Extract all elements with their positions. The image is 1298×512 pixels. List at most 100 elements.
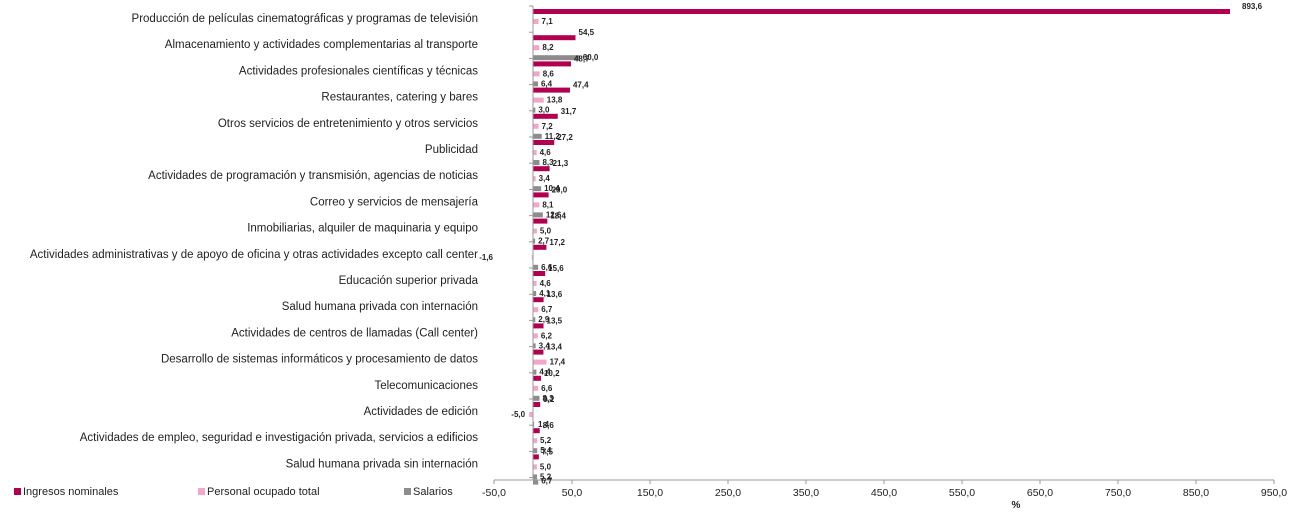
bar-ingresos-nominales	[533, 402, 541, 407]
x-tick-label: 850,0	[1183, 487, 1209, 499]
data-label: 13,5	[547, 316, 563, 325]
bar-ingresos-nominales	[533, 140, 555, 145]
data-label: -5,0	[511, 410, 525, 419]
bar-salarios	[533, 479, 539, 485]
bar-personal-ocupado-total	[533, 123, 539, 129]
data-label: 10,2	[544, 369, 560, 378]
data-label: 6,2	[541, 331, 553, 340]
bar-personal-ocupado-total	[531, 254, 533, 260]
x-tick-label: 750,0	[1105, 487, 1131, 499]
data-label: 5,4	[540, 446, 552, 455]
data-label: 2,7	[538, 237, 550, 246]
category-label: Actividades de empleo, seguridad e inves…	[80, 432, 478, 444]
category-label: Correo y servicios de mensajería	[310, 196, 479, 208]
x-tick-label: -50,0	[482, 487, 506, 499]
bar-personal-ocupado-total	[533, 281, 537, 286]
x-tick-label: 150,0	[637, 487, 663, 499]
category-label: Actividades de programación y transmisió…	[148, 170, 478, 182]
data-label: 8,6	[543, 69, 555, 78]
data-label: 15,6	[548, 264, 564, 273]
bar-personal-ocupado-total	[533, 385, 539, 391]
data-label: 8,6	[543, 421, 555, 430]
bar-salarios	[533, 422, 535, 427]
category-label: Actividades de edición	[364, 406, 478, 418]
legend-label: Personal ocupado total	[207, 486, 320, 498]
bar-salarios	[533, 474, 538, 480]
bar-salarios	[533, 448, 538, 454]
bar-personal-ocupado-total	[529, 412, 533, 417]
data-label: 13,8	[547, 96, 563, 105]
x-tick-label: 350,0	[793, 487, 819, 499]
bar-personal-ocupado-total	[533, 150, 537, 155]
bar-salarios	[533, 133, 542, 139]
bar-salarios	[533, 264, 539, 270]
data-label: 13,6	[547, 290, 563, 299]
data-label: 5,0	[540, 462, 552, 471]
data-label: 4,6	[540, 148, 552, 157]
bar-personal-ocupado-total	[533, 176, 536, 182]
bar-ingresos-nominales	[533, 375, 541, 381]
bar-salarios	[533, 186, 542, 192]
bar-personal-ocupado-total	[533, 97, 544, 103]
category-label: Salud humana privada sin internación	[286, 458, 478, 470]
x-tick-label: 550,0	[949, 487, 975, 499]
bar-ingresos-nominales	[533, 218, 548, 224]
data-label: 8,3	[542, 158, 554, 167]
data-label: 20,0	[552, 185, 568, 194]
legend-label: Ingresos nominales	[23, 486, 119, 498]
x-tick-label: 950,0	[1261, 487, 1287, 499]
bar-salarios	[533, 369, 537, 375]
bar-ingresos-nominales	[533, 297, 544, 303]
data-label: 48,7	[574, 54, 590, 63]
bar-ingresos-nominales	[533, 113, 558, 119]
data-label: 8,3	[542, 394, 554, 403]
bars-group	[529, 9, 1231, 485]
data-label: 893,6	[1242, 2, 1263, 11]
bar-salarios	[533, 107, 536, 113]
x-tick-label: 50,0	[562, 487, 583, 499]
x-tick-label: 450,0	[871, 487, 897, 499]
bar-personal-ocupado-total	[533, 333, 538, 339]
category-label: Salud humana privada con internación	[282, 301, 478, 313]
bar-salarios	[533, 317, 536, 323]
bar-ingresos-nominales	[533, 454, 539, 460]
bar-personal-ocupado-total	[533, 359, 547, 365]
legend-swatch	[198, 488, 205, 495]
data-label: 3,4	[539, 341, 551, 350]
data-label: 7,5	[542, 447, 554, 456]
category-label: Desarrollo de sistemas informáticos y pr…	[161, 354, 478, 366]
data-label: 7,1	[542, 17, 554, 26]
data-label: 8,2	[542, 43, 554, 52]
data-label: 10,4	[544, 184, 560, 193]
data-label: 5,2	[540, 472, 552, 481]
legend-swatch	[14, 488, 21, 495]
bar-salarios	[533, 291, 537, 296]
data-label: 6,6	[541, 263, 553, 272]
bar-salarios	[533, 55, 580, 61]
data-label: 6,7	[541, 477, 553, 486]
bar-personal-ocupado-total	[533, 464, 537, 470]
data-label: 1,4	[538, 420, 550, 429]
legend-swatch	[404, 488, 411, 495]
data-label: 60,0	[583, 53, 599, 62]
category-label: Actividades de centros de llamadas (Call…	[231, 327, 478, 339]
data-label: 12,6	[546, 210, 562, 219]
bar-ingresos-nominales	[533, 271, 546, 276]
category-label: Actividades profesionales científicas y …	[239, 65, 478, 77]
data-label: 21,3	[553, 159, 569, 168]
bar-ingresos-nominales	[533, 349, 544, 355]
data-label: 4,1	[539, 289, 551, 298]
data-label: 3,4	[539, 174, 551, 183]
bar-personal-ocupado-total	[533, 19, 539, 24]
bar-ingresos-nominales	[533, 244, 547, 250]
data-label: 5,0	[540, 227, 552, 236]
bar-ingresos-nominales	[533, 61, 571, 67]
data-label: 17,4	[550, 358, 566, 367]
data-label: 17,2	[549, 238, 565, 247]
data-label: 18,4	[550, 212, 566, 221]
bar-salarios	[533, 160, 540, 165]
bar-salarios	[533, 81, 538, 87]
bar-salarios	[533, 343, 536, 349]
category-label: Otros servicios de entretenimiento y otr…	[218, 118, 478, 130]
